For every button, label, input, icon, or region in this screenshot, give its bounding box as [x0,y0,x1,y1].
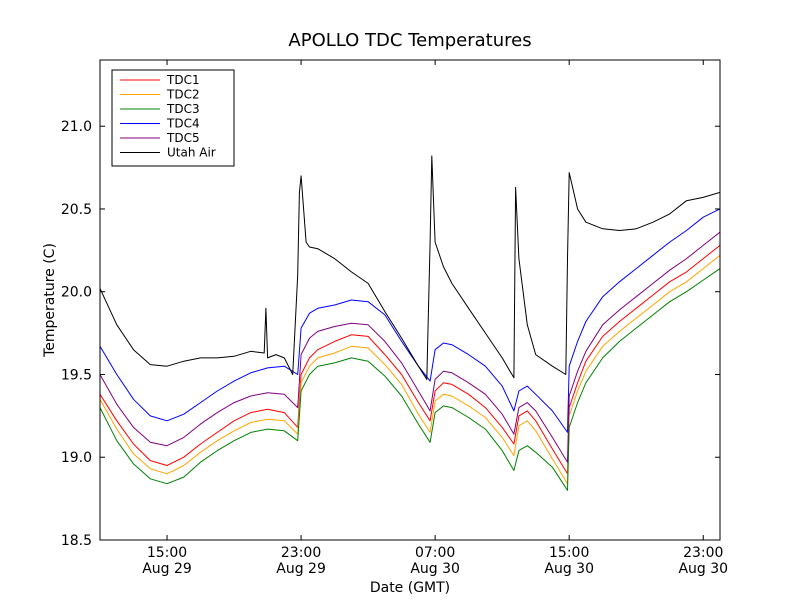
x-tick-date-label: Aug 30 [410,561,460,577]
y-tick-label: 19.5 [61,367,92,383]
y-tick-label: 20.5 [61,202,92,218]
y-tick-label: 21.0 [61,119,92,135]
legend-label: TDC5 [166,131,200,145]
legend-label: TDC1 [166,73,200,87]
chart-title: APOLLO TDC Temperatures [288,30,531,51]
y-axis-label: Temperature (C) [42,243,58,358]
x-axis-label: Date (GMT) [370,580,450,596]
x-tick-date-label: Aug 30 [678,561,728,577]
series-line-tdc2 [100,254,720,485]
y-axis: 18.5 19.0 19.5 20.0 20.5 21.0 [61,119,720,549]
series-line-tdc5 [100,231,720,463]
x-tick-time-label: 07:00 [415,545,455,561]
y-tick-label: 20.0 [61,285,92,301]
series-line-tdc3 [100,268,720,491]
legend-label: Utah Air [167,146,216,160]
y-tick-label: 19.0 [61,450,92,466]
plot-frame [99,59,721,541]
series-line-utah-air [100,155,720,380]
x-tick-time-label: 15:00 [549,545,589,561]
series-line-tdc1 [100,245,720,475]
series-line-tdc4 [100,208,720,433]
x-tick-date-label: Aug 29 [276,561,326,577]
legend-label: TDC4 [166,117,200,131]
x-tick-time-label: 23:00 [683,545,723,561]
legend-label: TDC2 [166,88,200,102]
x-tick-date-label: Aug 29 [142,561,192,577]
legend-label: TDC3 [166,102,200,116]
y-tick-label: 18.5 [61,533,92,549]
x-tick-time-label: 15:00 [147,545,187,561]
legend-box [111,69,235,167]
x-tick-time-label: 23:00 [281,545,321,561]
series-layer [100,155,720,491]
x-tick-date-label: Aug 30 [544,561,594,577]
